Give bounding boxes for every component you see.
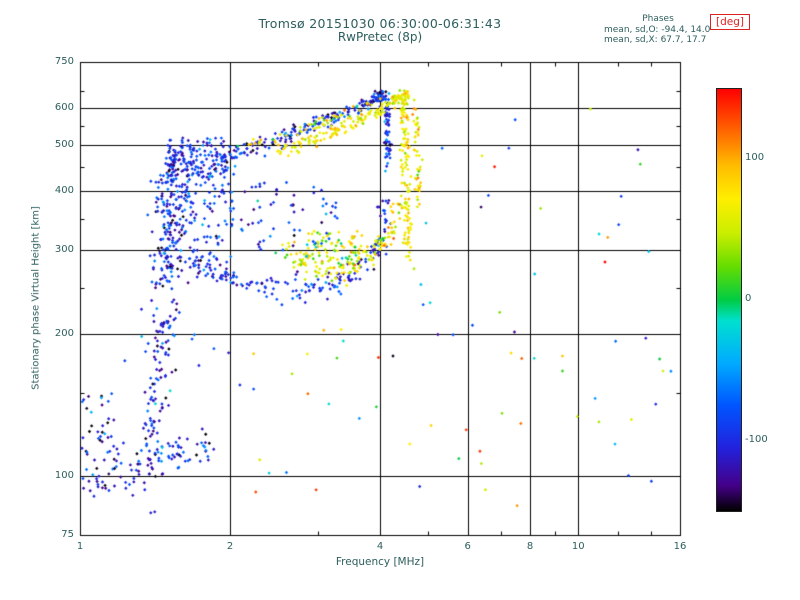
y-axis-title: Stationary phase Virtual Height [km] (30, 206, 42, 390)
stats-o-line: mean, sd,O: -94.4, 14.0 (604, 24, 711, 35)
plot-subtitle: RwPretec (8p) (337, 30, 423, 44)
stats-x-line: mean, sd,X: 67.7, 17.7 (604, 35, 707, 45)
x-axis-title: Frequency [MHz] (335, 556, 425, 568)
colorbar (716, 88, 742, 512)
colorbar-deg-label: [deg] (710, 14, 750, 30)
phase-stats-block: Phases mean, sd,O: -94.4, 14.0 mean, sd,… (604, 14, 712, 46)
plot-title: Tromsø 20151030 06:30:00-06:31:43 (258, 16, 502, 31)
stats-phases-label: Phases (642, 14, 674, 24)
